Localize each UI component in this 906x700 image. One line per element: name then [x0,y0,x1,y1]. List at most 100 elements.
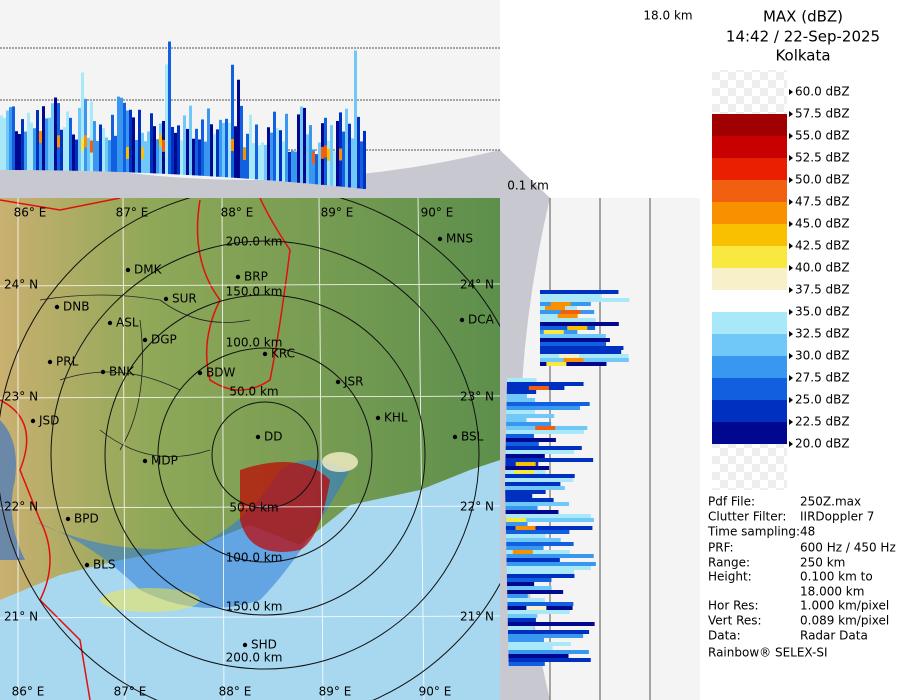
station-dot [107,320,113,326]
echo [168,41,171,175]
station-dot [100,369,106,375]
legend-label: 55.0 dBZ [795,129,850,143]
echo [0,115,3,170]
legend-swatch [712,422,787,444]
echo [506,414,555,418]
echo [507,618,536,622]
range-label: 50.0 km [229,385,278,399]
echo [21,119,24,171]
echo [508,634,584,638]
echo [506,574,575,578]
echo [508,650,589,654]
echo [508,630,590,634]
legend-label: 50.0 dBZ [795,173,850,187]
echo [507,582,535,586]
echo [15,131,18,171]
station-dot [262,351,268,357]
echo [273,111,276,181]
station-label: DD [264,430,282,444]
echo [505,490,546,494]
station-label: MNS [446,232,473,246]
echo [507,622,595,626]
info-value: 250Z.max [800,495,861,509]
echo [165,64,168,174]
echo [505,518,594,522]
echo [505,494,533,498]
echo [153,126,156,174]
legend-swatch [712,378,787,400]
echo [505,482,561,486]
echo [135,140,138,173]
info-label: Time sampling: [707,525,800,539]
legend-tick [789,199,793,205]
echo [243,147,246,179]
echo [540,346,624,350]
legend-empty [712,444,787,490]
echo [246,133,249,179]
echo [546,362,567,366]
echo [39,133,42,171]
range-label: 100.0 km [226,551,283,565]
station-label: BRP [244,270,268,284]
station-label: JSR [343,375,364,389]
echo [540,294,602,298]
echo [505,506,538,510]
echo [51,103,54,171]
echo [39,130,42,143]
echo [120,97,123,173]
echo [540,358,629,362]
top-height-label: 18.0 km [643,9,692,23]
echo [291,150,294,183]
echo [506,538,561,542]
echo [171,126,174,175]
echo [183,115,186,175]
echo [505,502,570,506]
echo [192,138,195,176]
station-dot [437,236,443,242]
echo [288,151,291,182]
echo [177,125,180,175]
echo [506,542,574,546]
station-label: DGP [151,333,177,347]
legend-tick [789,111,793,117]
legend-swatch [712,158,787,180]
echo [543,330,564,334]
echo [333,151,336,186]
echo [507,598,545,602]
station-label: KRC [271,347,295,361]
legend-tick [789,221,793,227]
echo [507,586,552,590]
echo [506,422,552,426]
echo [506,382,584,386]
station-label: BPD [74,512,99,526]
info-value: 600 Hz / 450 Hz [800,541,896,555]
info-value: 1.000 km/pixel [800,599,889,613]
right-section [500,198,700,700]
lat-label: 22° N [460,500,494,514]
lon-label: 90° E [419,685,452,699]
lat-label: 23° N [4,390,38,404]
echo [225,118,228,178]
echo [506,430,584,434]
echo [324,145,327,158]
echo [506,398,536,402]
echo [228,122,231,178]
echo [132,117,135,173]
footer: Rainbow® SELEX-SI [708,646,828,660]
range-label: 200.0 km [226,235,283,249]
echo [144,141,147,173]
legend-label: 47.5 dBZ [795,195,850,209]
title: MAX (dBZ) [763,8,843,26]
echo [147,131,150,174]
echo [285,113,288,182]
echo [540,290,619,294]
lon-label: 89° E [321,206,354,220]
legend-label: 22.5 dBZ [795,415,850,429]
info-label: Hor Res: [708,599,759,613]
station-dot [84,562,90,568]
legend-label: 40.0 dBZ [795,261,850,275]
legend-tick [789,397,793,403]
legend-tick [789,419,793,425]
lat-label: 21° N [4,610,38,624]
